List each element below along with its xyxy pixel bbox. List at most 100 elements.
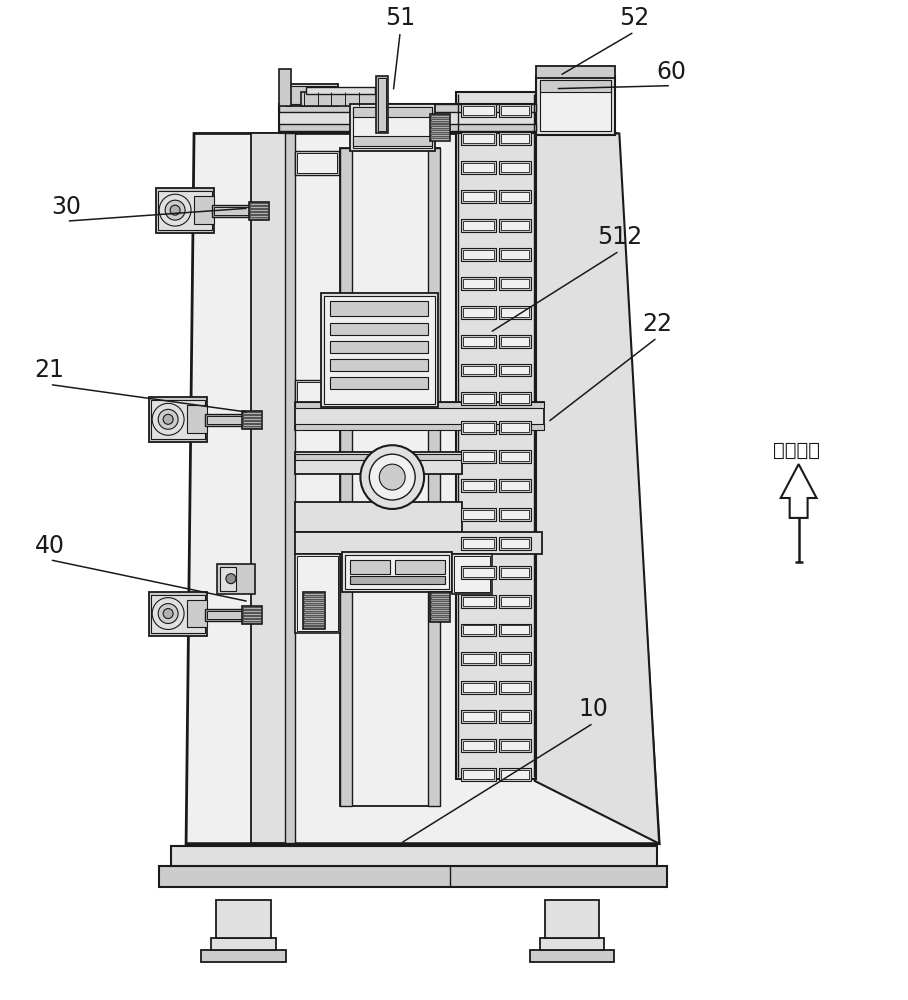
Circle shape [158,604,178,624]
Bar [294,532,542,554]
Circle shape [226,574,236,584]
Bar [501,308,528,317]
Bar [201,950,286,962]
Bar [342,552,452,592]
Text: 21: 21 [35,358,64,382]
Bar [501,568,528,577]
Bar [539,80,611,92]
Bar [285,133,294,843]
Bar [498,364,530,376]
Bar [463,366,494,374]
Bar [463,134,494,143]
Bar [461,624,496,636]
Bar [498,450,530,463]
Bar [498,421,530,434]
Bar [501,539,528,548]
Bar [214,207,250,215]
Bar [428,148,440,806]
Text: 40: 40 [35,534,64,558]
Bar [501,221,528,230]
Bar [289,86,337,104]
Bar [430,592,450,622]
Bar [207,611,242,619]
Bar [454,556,489,592]
Bar [536,76,616,135]
Bar [501,366,528,374]
Bar [297,556,339,631]
Bar [536,66,616,78]
Bar [323,296,435,404]
Polygon shape [781,464,816,518]
Bar [242,415,261,417]
Bar [251,133,287,843]
Bar [303,605,323,607]
Bar [501,712,528,721]
Circle shape [170,205,180,215]
Circle shape [163,414,173,424]
Bar [331,377,428,389]
Circle shape [159,194,191,226]
Bar [501,163,528,172]
Bar [297,382,338,406]
Bar [294,402,544,408]
Bar [431,123,449,124]
Bar [279,104,536,112]
Bar [431,138,449,140]
Bar [498,537,530,550]
Bar [294,151,340,175]
Bar [501,770,528,779]
Bar [207,416,242,424]
Bar [461,219,496,232]
Bar [303,617,323,619]
Bar [461,566,496,579]
Circle shape [380,464,405,490]
Bar [294,554,340,633]
Bar [456,92,536,779]
Bar [242,619,261,621]
Bar [461,450,496,463]
Bar [501,683,528,692]
Bar [331,359,428,371]
Bar [461,710,496,723]
Bar [461,537,496,550]
Bar [498,104,530,117]
Bar [463,106,494,115]
Bar [353,136,432,146]
Bar [463,510,494,519]
Bar [463,539,494,548]
Bar [187,600,207,627]
Circle shape [153,403,184,435]
Bar [294,502,462,532]
Polygon shape [186,133,659,844]
Text: 52: 52 [619,6,649,30]
Bar [463,279,494,288]
Circle shape [158,409,178,429]
Bar [463,481,494,490]
Bar [501,192,528,201]
Bar [501,279,528,288]
Bar [194,196,214,224]
Bar [461,392,496,405]
Bar [431,119,449,121]
Bar [331,341,428,353]
Bar [242,616,261,618]
Bar [303,601,323,603]
Bar [461,739,496,752]
Bar [211,938,276,950]
Bar [171,846,657,866]
Bar [463,770,494,779]
Bar [249,202,269,220]
Circle shape [165,200,185,220]
Bar [250,212,268,214]
Text: 51: 51 [385,6,415,30]
Bar [498,335,530,348]
Bar [545,900,599,938]
Bar [242,421,261,423]
Bar [431,609,449,611]
Bar [242,610,261,612]
Bar [461,306,496,319]
Bar [463,308,494,317]
Bar [463,712,494,721]
Bar [463,597,494,606]
Bar [321,293,438,407]
